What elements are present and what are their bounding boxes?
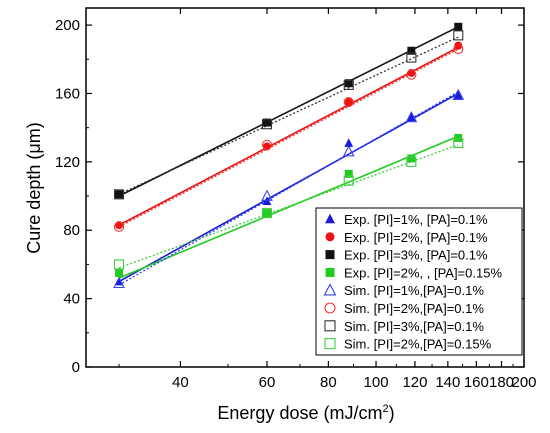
legend-label-series-6: Sim. [PI]=2%,[PA]=0.1% bbox=[344, 301, 484, 316]
data-point-series-7 bbox=[343, 79, 354, 90]
data-point-series-4 bbox=[344, 169, 353, 178]
data-point-series-5 bbox=[113, 276, 125, 289]
data-point-series-8 bbox=[261, 208, 273, 219]
data-point-series-3 bbox=[344, 79, 353, 88]
data-point-series-3 bbox=[115, 190, 124, 199]
y-tick-label: 120 bbox=[55, 154, 80, 171]
data-point-series-7 bbox=[261, 119, 273, 130]
data-point-series-4 bbox=[454, 133, 463, 142]
data-point-series-2 bbox=[344, 98, 353, 107]
data-point-series-5 bbox=[261, 189, 273, 201]
data-point-series-7 bbox=[453, 30, 464, 41]
data-point-series-6 bbox=[261, 139, 273, 150]
data-point-series-7 bbox=[113, 189, 125, 200]
fit-line-series-8 bbox=[118, 144, 459, 269]
x-tick-label: 180 bbox=[489, 374, 514, 391]
x-axis-title-end: ) bbox=[389, 403, 395, 423]
data-point-series-4 bbox=[115, 268, 124, 277]
x-axis-title-main: Energy dose (mJ/cm bbox=[217, 403, 382, 423]
x-tick-label: 140 bbox=[435, 374, 460, 391]
fit-line-series-1 bbox=[118, 92, 459, 283]
data-point-series-6 bbox=[343, 96, 354, 108]
legend-label-series-1: Exp. [PI]=1%, [PA]=0.1% bbox=[344, 212, 488, 227]
fit-line-series-5 bbox=[118, 91, 459, 286]
data-point-series-6 bbox=[406, 69, 417, 80]
data-point-series-4 bbox=[407, 154, 416, 163]
x-tick-label: 100 bbox=[364, 374, 389, 391]
data-point-series-3 bbox=[407, 46, 416, 55]
y-tick-label: 200 bbox=[55, 17, 80, 34]
legend-label-series-8: Sim. [PI]=2%,[PA]=0.15% bbox=[344, 337, 492, 352]
data-point-series-5 bbox=[405, 110, 418, 123]
fit-line-series-2 bbox=[118, 46, 459, 226]
data-point-series-8 bbox=[453, 138, 464, 149]
legend-box bbox=[315, 207, 523, 356]
data-point-series-8 bbox=[113, 259, 125, 270]
x-axis-title: Energy dose (mJ/cm2) bbox=[217, 403, 394, 423]
fit-line-series-3 bbox=[118, 26, 459, 197]
legend-marker-series-8 bbox=[324, 338, 336, 350]
fit-line-series-4 bbox=[118, 135, 459, 279]
legend-marker-series-6 bbox=[324, 302, 336, 314]
legend-label-series-5: Sim. [PI]=1%,[PA]=0.1% bbox=[344, 283, 484, 298]
legend-marker-series-2 bbox=[325, 232, 335, 242]
data-point-series-5 bbox=[342, 145, 355, 157]
data-point-series-5 bbox=[452, 88, 465, 101]
x-tick-label: 200 bbox=[511, 374, 536, 391]
data-point-series-7 bbox=[406, 52, 417, 63]
data-point-series-1 bbox=[453, 90, 463, 99]
data-point-series-6 bbox=[453, 43, 464, 55]
legend-label-series-2: Exp. [PI]=2%, [PA]=0.1% bbox=[344, 230, 488, 245]
data-point-series-1 bbox=[406, 112, 416, 122]
data-point-series-8 bbox=[343, 175, 354, 186]
data-point-series-1 bbox=[344, 138, 354, 147]
x-tick-label: 160 bbox=[464, 374, 489, 391]
x-tick-label: 80 bbox=[320, 374, 337, 391]
legend-label-series-7: Sim. [PI]=3%,[PA]=0.1% bbox=[344, 319, 484, 334]
x-tick-label: 40 bbox=[172, 374, 189, 391]
x-tick-label: 60 bbox=[259, 374, 276, 391]
data-point-series-2 bbox=[454, 41, 463, 50]
legend-marker-series-5 bbox=[323, 283, 337, 296]
x-axis-title-superscript: 2 bbox=[382, 403, 388, 415]
y-tick-label: 160 bbox=[55, 85, 80, 102]
y-tick-label: 40 bbox=[63, 291, 80, 308]
data-point-series-3 bbox=[262, 118, 271, 127]
legend-marker-series-1 bbox=[325, 213, 335, 224]
x-tick-label: 120 bbox=[402, 374, 427, 391]
legend-marker-series-3 bbox=[325, 250, 335, 260]
legend-label-series-3: Exp. [PI]=3%, [PA]=0.1% bbox=[344, 248, 488, 263]
y-axis-title: Cure depth (μm) bbox=[24, 122, 44, 253]
legend-marker-series-7 bbox=[324, 320, 336, 332]
legend-label-series-4: Exp. [PI]=2%, , [PA]=0.15% bbox=[344, 265, 502, 280]
data-point-series-6 bbox=[113, 221, 125, 232]
y-tick-label: 0 bbox=[72, 359, 80, 376]
data-point-series-8 bbox=[406, 156, 417, 167]
plot-frame bbox=[85, 7, 525, 368]
legend-marker-series-4 bbox=[325, 267, 335, 277]
data-point-series-4 bbox=[262, 209, 271, 218]
y-tick-label: 80 bbox=[63, 222, 80, 239]
data-point-series-3 bbox=[454, 22, 463, 31]
